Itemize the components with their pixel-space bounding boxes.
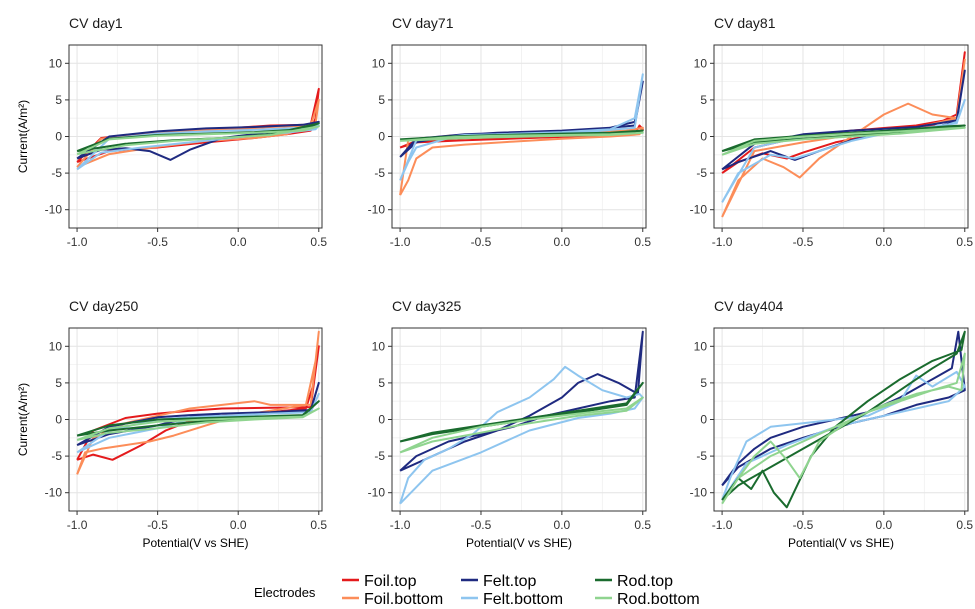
legend-label: Foil.bottom [364, 591, 443, 608]
y-tick-label: -10 [690, 486, 708, 500]
panel-title: CV day81 [714, 15, 776, 31]
x-tick-label: 0.0 [876, 518, 893, 532]
cv-panel: CV day404 -10 -5 0 5 10 -1.0 -0.5 0.0 0.5 Potentia… [690, 298, 974, 550]
y-tick-label: 10 [372, 339, 386, 353]
y-tick-label: 10 [694, 56, 708, 70]
x-tick-label: -1.0 [390, 235, 411, 249]
panel-title: CV day404 [714, 298, 783, 314]
y-axis-label: Current(A/m²) [16, 100, 30, 173]
x-tick-label: -1.0 [390, 518, 411, 532]
x-axis-label: Potential(V vs SHE) [788, 536, 894, 550]
x-tick-label: -1.0 [67, 518, 88, 532]
series-line-rod-bottom [399, 396, 644, 454]
x-axis-label: Potential(V vs SHE) [466, 536, 572, 550]
x-tick-label: 0.5 [956, 518, 973, 532]
legend-item: Rod.bottom [595, 591, 700, 608]
cv-panel: CV day81 -10 -5 0 5 10 -1.0 -0.5 0.0 0.5 [690, 15, 974, 249]
y-tick-label: 0 [700, 130, 707, 144]
y-tick-label: 0 [55, 413, 62, 427]
x-tick-label: 0.5 [634, 518, 651, 532]
panel-title: CV day1 [69, 15, 123, 31]
legend-item: Rod.top [595, 573, 673, 590]
legend-item: Foil.top [342, 573, 417, 590]
y-tick-label: 10 [694, 339, 708, 353]
legend-label: Rod.top [617, 573, 673, 590]
x-tick-label: -0.5 [147, 518, 168, 532]
y-tick-label: 10 [372, 56, 386, 70]
series-line-foil-bottom [76, 330, 320, 475]
x-tick-label: -0.5 [471, 235, 492, 249]
series-line-felt-top [76, 381, 320, 447]
y-tick-label: -5 [696, 166, 707, 180]
y-tick-label: 10 [49, 339, 63, 353]
series-line-rod-bottom [721, 126, 966, 156]
series-line-rod-bottom [76, 407, 320, 441]
x-tick-label: 0.0 [554, 518, 571, 532]
y-tick-label: 5 [700, 93, 707, 107]
y-tick-label: 5 [700, 376, 707, 390]
y-tick-label: 0 [700, 413, 707, 427]
y-tick-label: 5 [378, 93, 385, 107]
panel-title: CV day325 [392, 298, 461, 314]
x-tick-label: 0.5 [310, 518, 327, 532]
y-tick-label: 5 [55, 93, 62, 107]
x-tick-label: 0.0 [230, 235, 247, 249]
y-tick-label: 5 [378, 376, 385, 390]
y-tick-label: -5 [374, 449, 385, 463]
series-line-rod-top [76, 400, 320, 437]
legend-title: Electrodes [254, 585, 316, 600]
x-tick-label: -0.5 [471, 518, 492, 532]
legend-label: Felt.bottom [483, 591, 563, 608]
series-line-rod-bottom [721, 352, 966, 505]
x-tick-label: 0.5 [310, 235, 327, 249]
y-tick-label: -10 [45, 203, 63, 217]
x-tick-label: 0.0 [554, 235, 571, 249]
legend-label: Felt.top [483, 573, 536, 590]
series-line-rod-bottom [76, 125, 320, 156]
x-tick-label: 0.0 [876, 235, 893, 249]
series-line-rod-top [721, 330, 966, 509]
legend-item: Foil.bottom [342, 591, 443, 608]
x-tick-label: 0.0 [230, 518, 247, 532]
x-tick-label: 0.5 [956, 235, 973, 249]
y-tick-label: 0 [55, 130, 62, 144]
y-tick-label: -5 [51, 166, 62, 180]
y-tick-label: 5 [55, 376, 62, 390]
legend-label: Foil.top [364, 573, 417, 590]
x-tick-label: -0.5 [793, 235, 814, 249]
x-tick-label: -0.5 [147, 235, 168, 249]
y-tick-label: -10 [368, 486, 386, 500]
panel-title: CV day71 [392, 15, 454, 31]
y-tick-label: -10 [690, 203, 708, 217]
y-tick-label: 10 [49, 56, 63, 70]
legend-item: Felt.top [461, 573, 536, 590]
x-tick-label: -1.0 [712, 518, 733, 532]
cv-panel: CV day71 -10 -5 0 5 10 -1.0 -0.5 0.0 0.5 [368, 15, 652, 249]
y-tick-label: -5 [696, 449, 707, 463]
cv-panel: CV day325 -10 -5 0 5 10 -1.0 -0.5 0.0 0.5 Potentia… [368, 298, 652, 550]
series-line-rod-bottom [400, 131, 644, 142]
x-tick-label: -1.0 [67, 235, 88, 249]
legend-label: Rod.bottom [617, 591, 700, 608]
y-tick-label: 0 [378, 130, 385, 144]
y-tick-label: 0 [378, 413, 385, 427]
y-tick-label: -5 [374, 166, 385, 180]
y-axis-label: Current(A/m²) [16, 383, 30, 456]
series-line-felt-bottom [399, 365, 644, 505]
x-tick-label: -0.5 [793, 518, 814, 532]
legend-item: Felt.bottom [461, 591, 563, 608]
cv-panel: CV day1 -10 -5 0 5 10 -1.0 -0.5 0.0 0.5 Current(A/… [16, 15, 327, 249]
y-tick-label: -5 [51, 449, 62, 463]
x-tick-label: -1.0 [712, 235, 733, 249]
y-tick-label: -10 [368, 203, 386, 217]
cv-panel: CV day250 -10 -5 0 5 10 -1.0 -0.5 0.0 0.5 Current(… [16, 298, 327, 550]
x-tick-label: 0.5 [634, 235, 651, 249]
y-tick-label: -10 [45, 486, 63, 500]
x-axis-label: Potential(V vs SHE) [142, 536, 248, 550]
panel-title: CV day250 [69, 298, 138, 314]
